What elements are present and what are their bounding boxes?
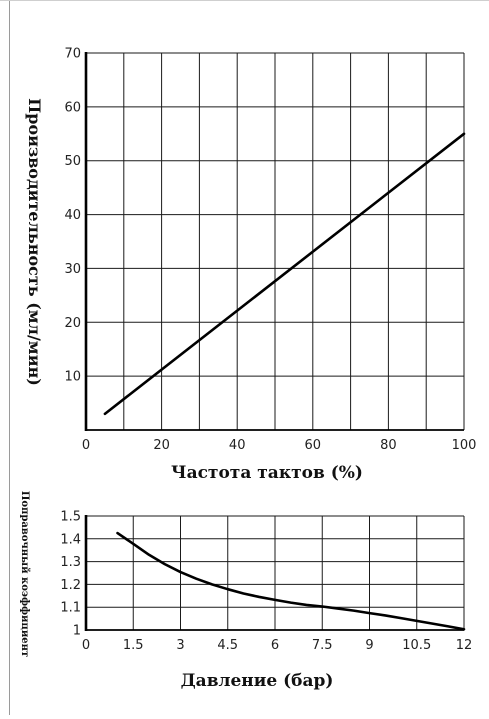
chart-throughput-y-ticks: 10 20 30 40 50 60 70 (64, 47, 81, 385)
chart-correction-grid (86, 515, 465, 630)
chart-correction-x-tick-label: 6 (271, 638, 279, 653)
chart-correction-x-tick-label: 9 (365, 638, 373, 653)
chart-correction-x-tick-label: 12 (456, 638, 473, 653)
chart-throughput-y-tick-label: 20 (64, 316, 81, 331)
chart-throughput-grid (86, 52, 465, 430)
chart-correction-x-ticks: 0 1.5 3 4.5 6 7.5 9 10.5 12 (82, 638, 472, 653)
chart-correction-x-tick-label: 3 (176, 638, 184, 653)
chart-throughput-axes (84, 52, 464, 431)
chart-correction-x-tick-label: 1.5 (123, 638, 144, 653)
chart-correction-x-tick-label: 4.5 (217, 638, 238, 653)
chart-correction-y-axis-title: Поправочный коэффициент (19, 491, 30, 657)
chart-correction-series (116, 531, 466, 631)
chart-correction-y-tick-label: 1.4 (60, 532, 81, 547)
chart-throughput-y-tick-label: 50 (64, 154, 81, 169)
chart-throughput-y-tick-label: 40 (64, 208, 81, 223)
chart-throughput-y-tick-label: 30 (64, 262, 81, 277)
chart-throughput-x-tick-label: 40 (229, 438, 246, 453)
chart-throughput-x-tick-label: 60 (305, 438, 322, 453)
chart-throughput-y-tick-label: 10 (64, 370, 81, 385)
chart-correction-y-tick-label: 1.3 (60, 555, 81, 570)
chart-throughput-series-line (103, 132, 466, 416)
chart-throughput-series (103, 132, 466, 416)
chart-correction-y-tick-label: 1 (73, 624, 81, 639)
chart-throughput-x-axis-title: Частота тактов (%) (171, 463, 363, 483)
chart-correction: 0 1.5 3 4.5 6 7.5 9 10.5 12 1 1.1 1.2 1.3 1.4 1.5 Дав… (19, 491, 472, 691)
chart-correction-axes (84, 515, 464, 631)
chart-throughput-y-tick-label: 70 (64, 47, 81, 62)
chart-throughput-y-tick-label: 60 (64, 100, 81, 115)
chart-correction-y-ticks: 1 1.1 1.2 1.3 1.4 1.5 (60, 510, 81, 639)
chart-throughput-x-tick-label: 0 (82, 438, 90, 453)
chart-correction-y-tick-label: 1.2 (60, 578, 81, 593)
chart-correction-y-tick-label: 1.1 (60, 601, 81, 616)
chart-throughput-x-ticks: 0 20 40 60 80 100 (82, 438, 477, 453)
chart-correction-y-tick-label: 1.5 (60, 510, 81, 525)
chart-correction-x-axis-title: Давление (бар) (181, 671, 334, 691)
chart-throughput: 0 20 40 60 80 100 10 20 30 40 50 60 70 Частота такт… (25, 47, 476, 484)
chart-correction-x-tick-label: 10.5 (402, 638, 431, 653)
chart-correction-x-tick-label: 0 (82, 638, 90, 653)
chart-throughput-x-tick-label: 100 (452, 438, 477, 453)
chart-throughput-x-tick-label: 20 (153, 438, 170, 453)
chart-correction-series-line (116, 531, 466, 631)
chart-throughput-y-axis-title: Производительность (мл/мин) (25, 98, 44, 386)
chart-throughput-x-tick-label: 80 (380, 438, 397, 453)
chart-correction-x-tick-label: 7.5 (312, 638, 333, 653)
